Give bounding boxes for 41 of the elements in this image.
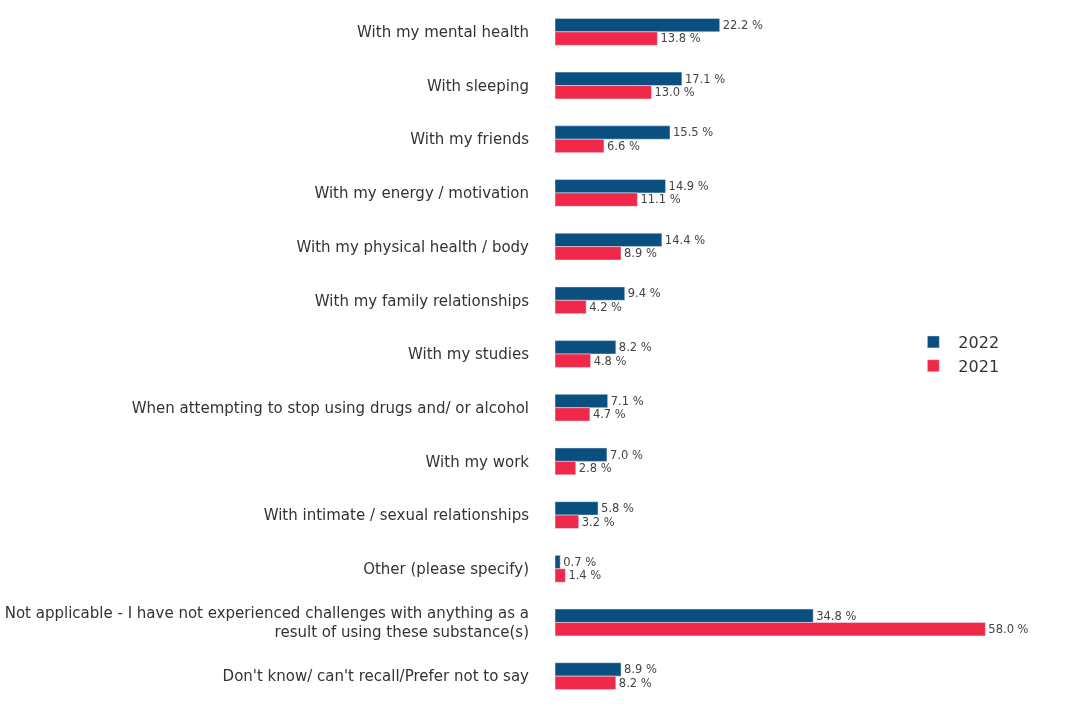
data-label: 4.2 % — [589, 299, 623, 314]
data-label: 15.5 % — [673, 125, 714, 140]
y-tick-label: Other (please specify) — [363, 560, 529, 579]
data-label: 5.8 % — [601, 501, 634, 516]
y-tick-label: When attempting to stop using drugs and/ or alcohol — [131, 398, 529, 417]
data-label: 7.0 % — [609, 447, 643, 462]
y-tick-label: With sleeping — [427, 76, 529, 95]
y-tick-label: With my studies — [407, 345, 530, 364]
legend-label: 2021 — [958, 356, 1000, 376]
data-label: 4.8 % — [593, 353, 627, 368]
data-label: 34.8 % — [816, 608, 857, 623]
data-label: 14.4 % — [664, 232, 706, 247]
y-tick-label: With my energy / motivation — [314, 184, 529, 203]
y-tick-label: With my physical health / body — [296, 237, 530, 256]
y-tick-label: With my friends — [410, 130, 530, 149]
data-label: 1.4 % — [568, 568, 602, 583]
data-label: 13.0 % — [654, 85, 695, 100]
y-tick-label: Don't know/ can't recall/Prefer not to say — [222, 667, 530, 686]
data-label: 14.9 % — [668, 179, 709, 194]
data-label: 9.4 % — [627, 286, 661, 301]
y-tick-label: With my mental health — [357, 23, 529, 42]
data-label: 6.6 % — [606, 138, 640, 153]
y-tick-label: With intimate / sexual relationships — [263, 506, 530, 525]
data-label: 58.0 % — [988, 622, 1029, 636]
data-label: 3.2 % — [581, 514, 615, 529]
y-tick-label: Not applicable - I have not experienced challenges with anything as a result of using these substance(s) — [4, 603, 529, 642]
data-label: 22.2 % — [722, 17, 763, 32]
data-label: 0.7 % — [563, 554, 597, 569]
data-label: 8.9 % — [624, 662, 657, 677]
data-label: 11.1 % — [640, 192, 681, 207]
data-label: 8.9 % — [624, 246, 657, 261]
data-label: 13.8 % — [660, 31, 701, 46]
data-label: 8.2 % — [618, 675, 652, 690]
data-label: 2.8 % — [578, 460, 612, 475]
data-label: 4.7 % — [592, 407, 626, 422]
data-label: 8.2 % — [618, 340, 652, 355]
legend-label: 2022 — [958, 333, 1000, 353]
y-tick-label: With my family relationships — [314, 291, 530, 310]
data-label: 7.1 % — [610, 393, 644, 408]
y-tick-label: With my work — [425, 452, 530, 471]
data-label: 17.1 % — [684, 71, 726, 86]
